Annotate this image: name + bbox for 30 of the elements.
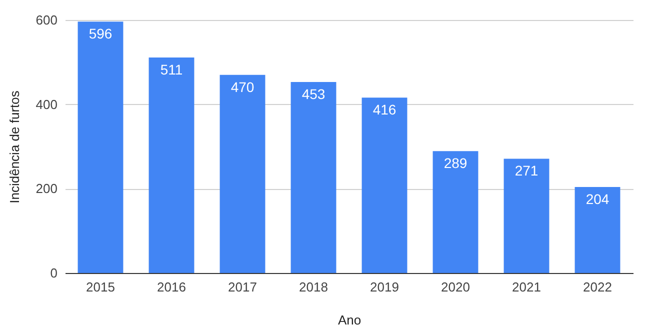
data-label: 271 — [514, 162, 538, 179]
y-axis-title: Incidência de furtos — [6, 90, 22, 204]
y-tick-label: 0 — [50, 266, 58, 280]
data-label: 596 — [88, 26, 112, 42]
y-tick-label: 400 — [36, 96, 58, 112]
x-tick-label: 2017 — [228, 280, 257, 294]
bar — [78, 22, 124, 273]
bar — [504, 158, 550, 273]
x-tick-label: 2021 — [512, 280, 541, 294]
bar — [148, 58, 194, 273]
y-tick-label: 200 — [36, 181, 58, 196]
x-tick-label: 2020 — [441, 280, 470, 294]
x-axis-title: Ano — [338, 312, 362, 328]
x-tick-label: 2015 — [86, 280, 115, 294]
data-label: 453 — [302, 86, 326, 102]
bar — [574, 186, 620, 273]
bar — [290, 82, 336, 273]
bar — [432, 151, 478, 273]
data-label: 416 — [372, 102, 396, 118]
data-label: 511 — [160, 62, 183, 78]
x-tick-label: 2016 — [157, 280, 186, 294]
x-tick-label: 2018 — [299, 280, 328, 294]
x-tick-label: 2019 — [370, 280, 399, 294]
y-tick-label: 600 — [36, 12, 58, 28]
data-label: 470 — [230, 78, 254, 95]
data-label: 289 — [444, 155, 468, 172]
bar — [220, 74, 266, 273]
x-tick-label: 2022 — [583, 280, 612, 294]
data-label: 204 — [586, 190, 610, 207]
bar — [362, 98, 408, 273]
